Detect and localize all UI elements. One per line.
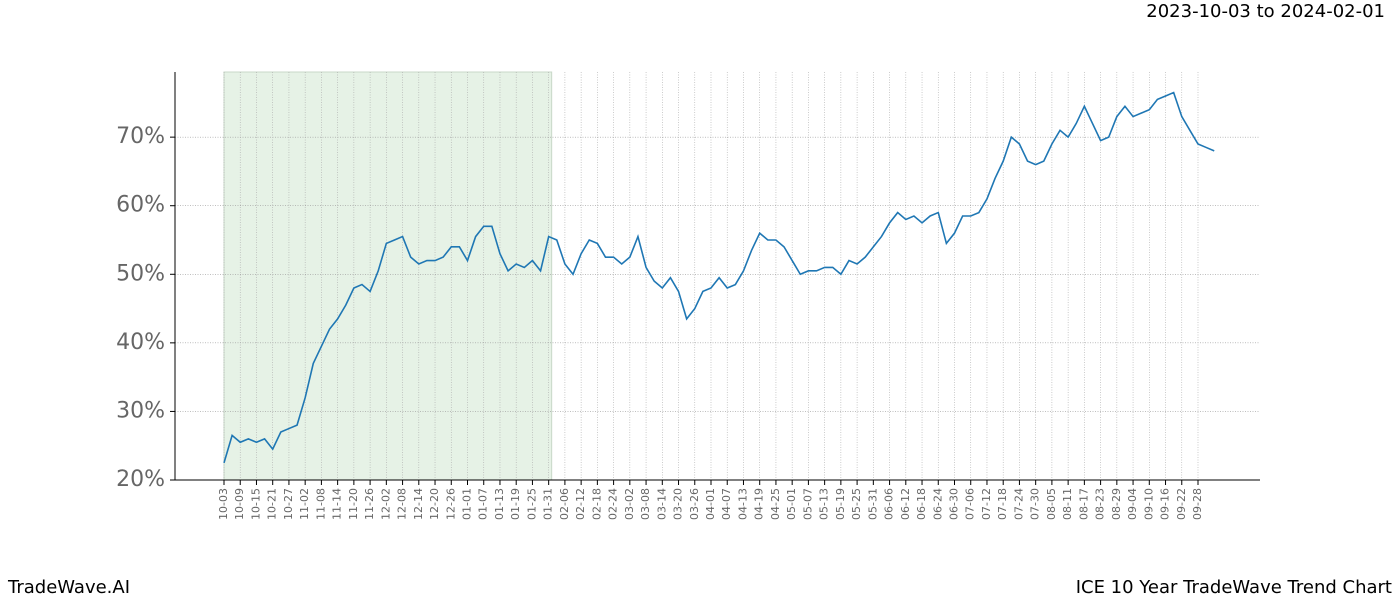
x-tick-label: 12-02 — [379, 488, 392, 520]
x-tick-label: 03-08 — [639, 488, 652, 520]
x-tick-label: 08-29 — [1110, 488, 1123, 520]
x-tick-label: 11-20 — [347, 488, 360, 520]
x-tick-label: 04-07 — [720, 488, 733, 520]
y-tick-label: 40% — [116, 330, 165, 355]
x-tick-label: 11-14 — [331, 488, 344, 520]
x-tick-label: 07-06 — [964, 488, 977, 520]
x-tick-label: 07-30 — [1029, 488, 1042, 520]
x-tick-label: 08-23 — [1094, 488, 1107, 520]
x-tick-label: 10-15 — [249, 488, 262, 520]
footer-right: ICE 10 Year TradeWave Trend Chart — [1076, 577, 1392, 598]
x-tick-label: 06-06 — [883, 488, 896, 520]
x-tick-label: 12-08 — [396, 488, 409, 520]
x-tick-label: 02-18 — [590, 488, 603, 520]
x-tick-label: 10-21 — [266, 488, 279, 520]
x-tick-label: 05-13 — [818, 488, 831, 520]
x-tick-label: 09-28 — [1191, 488, 1204, 520]
x-tick-label: 05-01 — [785, 488, 798, 520]
x-tick-label: 04-19 — [753, 488, 766, 520]
x-tick-label: 05-07 — [801, 488, 814, 520]
x-tick-label: 05-25 — [850, 488, 863, 520]
line-series — [223, 91, 1215, 464]
y-tick-label: 20% — [116, 467, 165, 492]
x-tick-label: 04-25 — [769, 488, 782, 520]
y-tick-label: 30% — [116, 398, 165, 423]
x-tick-label: 03-20 — [672, 488, 685, 520]
x-tick-label: 01-13 — [493, 488, 506, 520]
x-tick-label: 11-02 — [298, 488, 311, 520]
x-tick-label: 06-12 — [899, 488, 912, 520]
x-tick-label: 03-02 — [623, 488, 636, 520]
x-tick-label: 12-14 — [412, 488, 425, 520]
x-tick-label: 11-26 — [363, 488, 376, 520]
x-tick-label: 04-13 — [736, 488, 749, 520]
x-tick-label: 09-16 — [1159, 488, 1172, 520]
x-tick-label: 06-30 — [948, 488, 961, 520]
x-tick-label: 08-17 — [1077, 488, 1090, 520]
x-tick-label: 07-24 — [1012, 488, 1025, 520]
x-tick-label: 02-12 — [574, 488, 587, 520]
x-tick-label: 09-04 — [1126, 488, 1139, 520]
x-tick-label: 07-12 — [980, 488, 993, 520]
y-tick-label: 70% — [116, 124, 165, 149]
x-tick-label: 08-05 — [1045, 488, 1058, 520]
x-tick-label: 01-07 — [477, 488, 490, 520]
x-tick-label: 04-01 — [704, 488, 717, 520]
x-tick-label: 05-31 — [866, 488, 879, 520]
x-tick-label: 07-18 — [996, 488, 1009, 520]
x-tick-label: 11-08 — [314, 488, 327, 520]
x-tick-label: 03-14 — [655, 488, 668, 520]
shaded-region — [223, 71, 553, 481]
x-tick-label: 03-26 — [688, 488, 701, 520]
y-tick-label: 60% — [116, 193, 165, 218]
x-tick-label: 02-06 — [558, 488, 571, 520]
x-tick-label: 05-19 — [834, 488, 847, 520]
x-tick-label: 10-09 — [233, 488, 246, 520]
x-tick-label: 10-27 — [282, 488, 295, 520]
x-tick-label: 09-22 — [1175, 488, 1188, 520]
x-tick-label: 09-10 — [1142, 488, 1155, 520]
x-tick-label: 01-31 — [542, 488, 555, 520]
x-tick-label: 10-03 — [217, 488, 230, 520]
x-tick-label: 01-01 — [461, 488, 474, 520]
chart-title: 2023-10-03 to 2024-02-01 — [1146, 1, 1385, 22]
x-tick-label: 12-20 — [428, 488, 441, 520]
x-tick-label: 12-26 — [444, 488, 457, 520]
x-tick-label: 02-24 — [607, 488, 620, 520]
x-tick-label: 06-24 — [931, 488, 944, 520]
y-tick-label: 50% — [116, 261, 165, 286]
x-tick-label: 01-25 — [525, 488, 538, 520]
x-tick-label: 08-11 — [1061, 488, 1074, 520]
footer-left: TradeWave.AI — [7, 577, 130, 598]
x-tick-label: 01-19 — [509, 488, 522, 520]
x-tick-label: 06-18 — [915, 488, 928, 520]
